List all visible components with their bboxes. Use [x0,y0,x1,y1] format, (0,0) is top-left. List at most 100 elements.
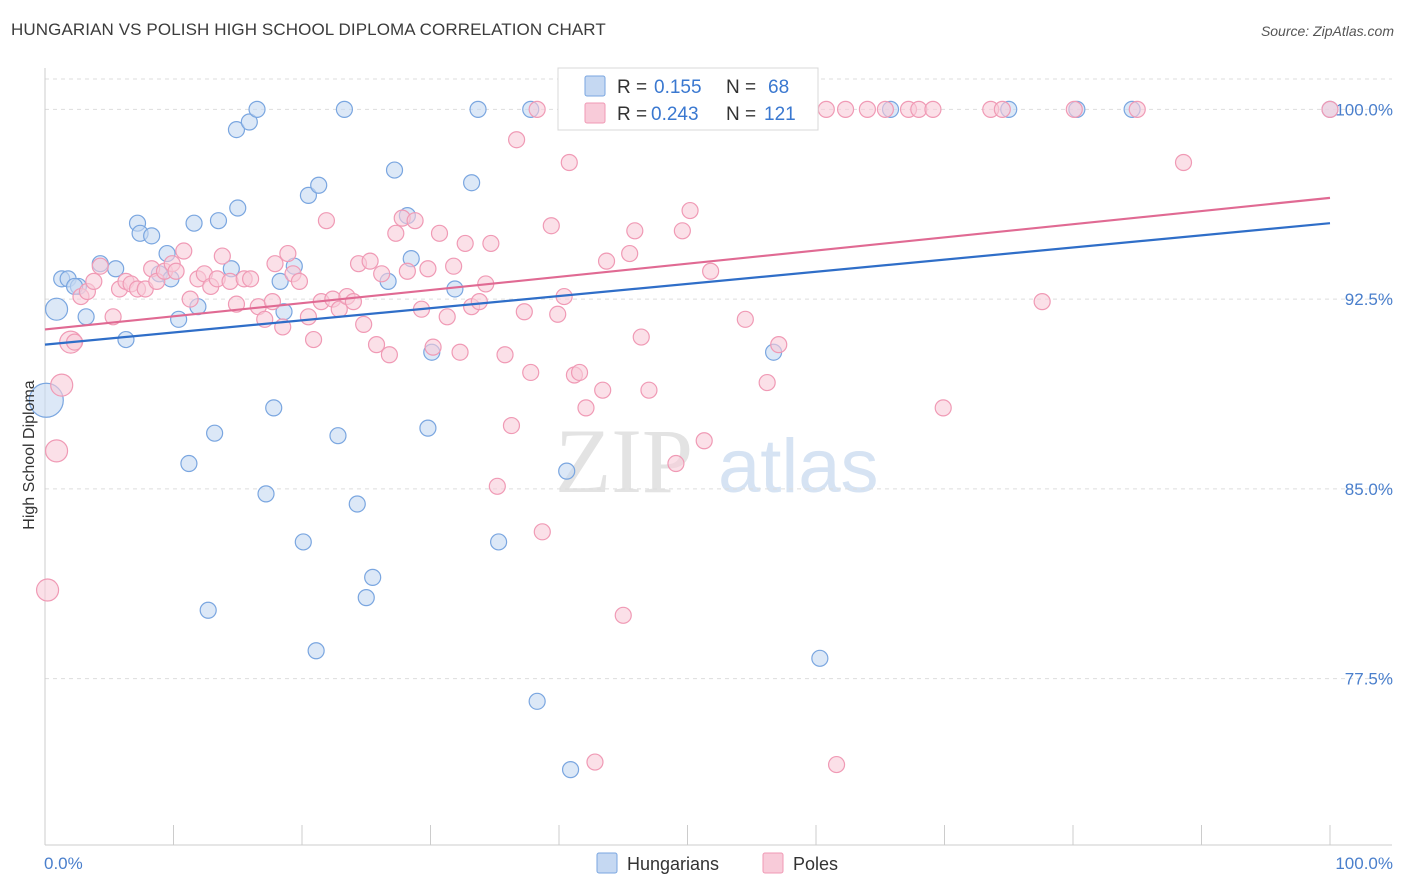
y-tick-label: 85.0% [1345,480,1393,499]
point-poles [1065,100,1083,118]
point-poles [213,247,231,265]
y-tick-label: 92.5% [1345,290,1393,309]
point-hungarians [811,649,829,667]
bottom-legend-poles: Poles [793,854,838,874]
point-poles [594,381,612,399]
point-poles [488,477,506,495]
point-poles [507,131,526,149]
point-poles [451,343,469,361]
point-poles [304,330,323,349]
point-poles [993,100,1011,118]
point-poles [242,270,260,288]
point-poles [398,262,416,280]
point-poles [736,310,754,328]
bottom-legend-swatch-poles [762,852,784,874]
point-poles [361,252,379,270]
point-hungarians [490,533,508,551]
point-poles [445,257,463,275]
chart-title: HUNGARIAN VS POLISH HIGH SCHOOL DIPLOMA … [11,20,606,39]
point-poles [702,262,720,280]
point-hungarians [185,214,203,232]
trend-line-poles [44,196,1331,331]
point-hungarians [265,399,283,417]
point-poles [549,305,567,323]
point-hungarians [248,100,266,118]
point-poles [681,201,699,220]
point-hungarians [469,100,487,118]
trend-line-hungarians [44,222,1331,346]
point-hungarians [385,161,404,179]
point-hungarians [357,589,375,607]
point-hungarians [257,485,275,503]
point-hungarians [558,462,576,480]
point-hungarians [463,174,481,192]
legend-n-value-poles: 121 [764,104,796,125]
point-poles [586,753,604,771]
point-poles [577,399,595,417]
point-poles [1174,153,1193,172]
point-poles [387,224,405,242]
point-hungarians [329,427,347,445]
point-poles [621,244,639,263]
point-hungarians [206,424,224,442]
y-axis-label: High School Diploma [21,380,38,530]
point-hungarians [77,308,95,326]
point-hungarians [143,227,161,245]
point-poles [344,293,362,311]
source-label: Source: ZipAtlas.com [1260,23,1394,39]
watermark-atlas: atlas [718,424,879,509]
point-poles [175,242,193,260]
point-poles [632,328,650,346]
point-hungarians [310,176,328,194]
point-poles [266,255,284,273]
point-poles [827,755,846,774]
point-poles [1128,100,1146,118]
point-poles [104,308,122,326]
legend-r-value-hungarians: 0.155 [654,77,702,98]
point-hungarians [299,186,318,204]
point-poles [424,338,442,356]
point-poles [50,373,74,397]
point-hungarians [419,419,437,437]
point-poles [614,606,632,624]
point-hungarians [170,310,188,328]
point-hungarians [180,454,198,473]
point-hungarians [335,100,354,118]
legend-swatch-hungarians [584,75,606,97]
point-hungarians [240,113,258,131]
bottom-legend-hungarians: Hungarians [627,854,719,874]
axes: 77.5% 85.0% 92.5% 100.0% 0.0% 100.0% [44,68,1393,873]
point-poles [85,272,103,290]
point-hungarians [294,533,312,551]
point-poles [570,363,589,382]
legend-n-value-hungarians: 68 [768,77,789,98]
point-poles [836,100,855,118]
point-poles [373,265,391,283]
point-poles [35,578,60,602]
point-poles [438,308,456,326]
point-hungarians [229,199,247,217]
x-tick-label: 0.0% [44,854,83,873]
point-hungarians [117,330,135,349]
point-poles [770,336,788,354]
point-poles [355,315,373,333]
point-poles [667,454,685,473]
series-legend: Hungarians Poles [596,852,838,874]
point-poles [924,100,942,118]
point-poles [597,252,616,270]
point-poles [430,224,449,242]
y-tick-label: 77.5% [1345,670,1393,689]
point-poles [317,212,336,230]
point-hungarians [528,692,546,710]
point-poles [758,373,776,392]
legend-r-label-hungarians: R = [617,77,647,98]
legend-swatch-poles [584,102,606,124]
point-poles [528,100,546,118]
data-points [28,100,1339,779]
point-poles [542,217,560,235]
point-hungarians [307,642,325,660]
point-poles [279,244,297,263]
point-hungarians [209,212,228,230]
legend-n-label-poles: N = [726,104,756,125]
